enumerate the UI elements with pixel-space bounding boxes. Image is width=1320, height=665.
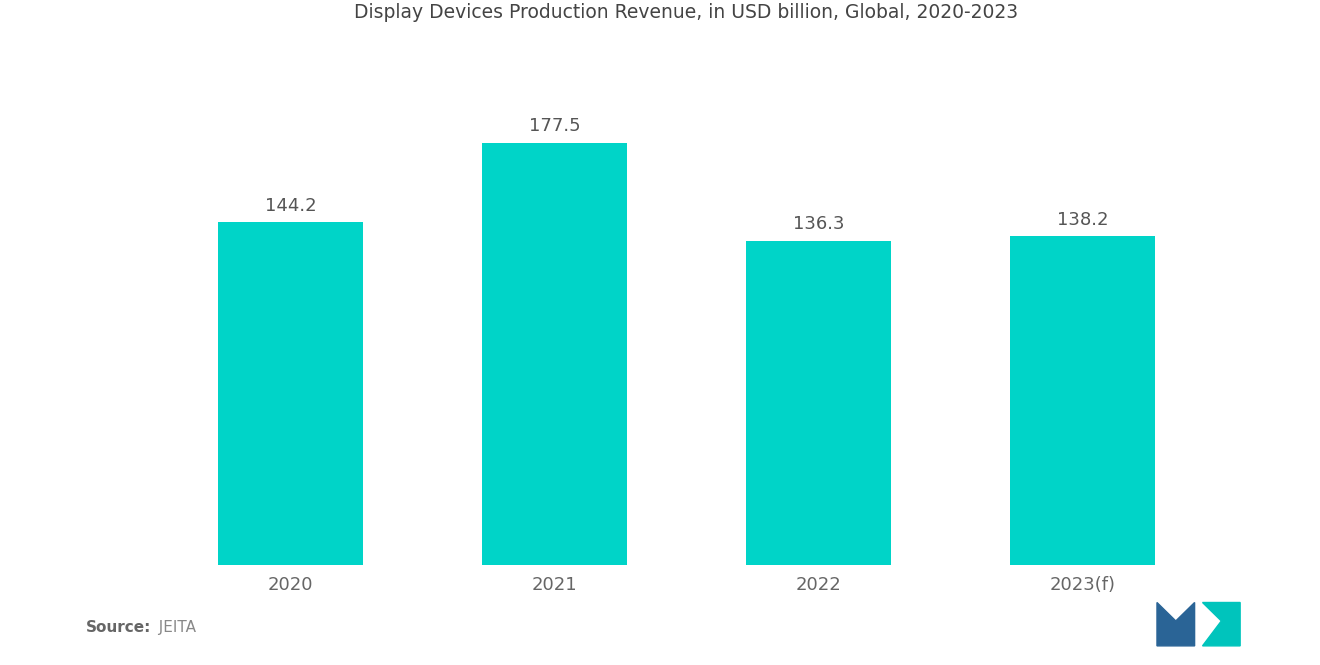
Text: 144.2: 144.2 bbox=[264, 197, 317, 215]
Text: 138.2: 138.2 bbox=[1056, 211, 1109, 229]
Polygon shape bbox=[1156, 602, 1195, 646]
Text: 177.5: 177.5 bbox=[528, 117, 581, 136]
Polygon shape bbox=[1203, 602, 1241, 646]
Text: Source:: Source: bbox=[86, 620, 152, 635]
Bar bbox=[1010, 236, 1155, 565]
Text: JEITA: JEITA bbox=[149, 620, 197, 635]
Bar bbox=[746, 241, 891, 565]
Bar bbox=[482, 142, 627, 565]
Title: Display Devices Production Revenue, in USD billion, Global, 2020-2023: Display Devices Production Revenue, in U… bbox=[354, 3, 1019, 23]
Text: 136.3: 136.3 bbox=[792, 215, 845, 233]
Bar bbox=[218, 222, 363, 565]
